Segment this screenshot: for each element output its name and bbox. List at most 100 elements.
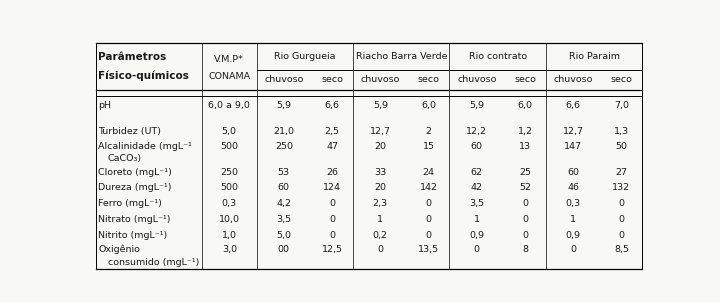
Text: Turbidez (UT): Turbidez (UT)	[99, 127, 161, 136]
Text: 12,2: 12,2	[467, 127, 487, 136]
Text: 5,9: 5,9	[469, 101, 485, 110]
Text: 13,5: 13,5	[418, 245, 439, 254]
Text: 33: 33	[374, 168, 387, 177]
Text: 0,3: 0,3	[222, 199, 237, 208]
Text: seco: seco	[611, 75, 632, 84]
Text: 5,9: 5,9	[276, 101, 292, 110]
Text: 20: 20	[374, 142, 387, 151]
Text: 6,6: 6,6	[325, 101, 340, 110]
Text: 1: 1	[474, 215, 480, 224]
Text: Oxigênio: Oxigênio	[99, 245, 140, 254]
Text: 1: 1	[570, 215, 576, 224]
Text: 53: 53	[278, 168, 290, 177]
Text: 2,3: 2,3	[373, 199, 388, 208]
Text: 3,0: 3,0	[222, 245, 237, 254]
Text: 0,2: 0,2	[373, 231, 388, 240]
Text: 6,0: 6,0	[518, 101, 533, 110]
Text: Nitrato (mgL⁻¹): Nitrato (mgL⁻¹)	[99, 215, 171, 224]
Text: 5,0: 5,0	[222, 127, 237, 136]
Text: 26: 26	[326, 168, 338, 177]
Text: 142: 142	[420, 183, 438, 192]
Text: 0: 0	[522, 199, 528, 208]
Text: chuvoso: chuvoso	[264, 75, 304, 84]
Text: Dureza (mgL⁻¹): Dureza (mgL⁻¹)	[99, 183, 172, 192]
Text: 0,9: 0,9	[566, 231, 581, 240]
Text: 7,0: 7,0	[614, 101, 629, 110]
Text: 500: 500	[220, 142, 238, 151]
Text: 500: 500	[220, 183, 238, 192]
Text: 1: 1	[377, 215, 383, 224]
Text: 0,9: 0,9	[469, 231, 485, 240]
Text: 0: 0	[522, 231, 528, 240]
Text: 0: 0	[570, 245, 576, 254]
Text: Ferro (mgL⁻¹): Ferro (mgL⁻¹)	[99, 199, 162, 208]
Text: 0: 0	[618, 215, 624, 224]
Text: 24: 24	[423, 168, 435, 177]
Text: 3,5: 3,5	[469, 199, 485, 208]
Text: 1,0: 1,0	[222, 231, 237, 240]
Text: 27: 27	[616, 168, 627, 177]
Text: 0: 0	[618, 199, 624, 208]
Text: 21,0: 21,0	[274, 127, 294, 136]
Text: 1,3: 1,3	[614, 127, 629, 136]
Text: 4,2: 4,2	[276, 199, 292, 208]
Text: 00: 00	[278, 245, 290, 254]
Text: 124: 124	[323, 183, 341, 192]
Text: 0: 0	[377, 245, 383, 254]
Text: 47: 47	[326, 142, 338, 151]
Text: 5,9: 5,9	[373, 101, 388, 110]
Text: Físico-químicos: Físico-químicos	[98, 71, 189, 81]
Text: 250: 250	[275, 142, 293, 151]
Text: 60: 60	[471, 142, 483, 151]
Text: chuvoso: chuvoso	[457, 75, 497, 84]
Text: CONAMA: CONAMA	[208, 72, 251, 82]
Text: seco: seco	[321, 75, 343, 84]
Text: 147: 147	[564, 142, 582, 151]
Text: Rio Gurgueia: Rio Gurgueia	[274, 52, 336, 61]
Text: Rio Paraim: Rio Paraim	[569, 52, 620, 61]
Text: 62: 62	[471, 168, 483, 177]
Text: 3,5: 3,5	[276, 215, 292, 224]
Text: Parâmetros: Parâmetros	[98, 52, 166, 62]
Text: 0: 0	[329, 231, 335, 240]
Text: 6,6: 6,6	[566, 101, 581, 110]
Text: 0: 0	[426, 215, 431, 224]
Text: 0,3: 0,3	[566, 199, 581, 208]
Text: 6,0 a 9,0: 6,0 a 9,0	[208, 101, 251, 110]
Text: 12,7: 12,7	[563, 127, 584, 136]
Text: 0: 0	[474, 245, 480, 254]
Text: 52: 52	[519, 183, 531, 192]
Text: Rio contrato: Rio contrato	[469, 52, 527, 61]
Text: 50: 50	[616, 142, 627, 151]
Text: 42: 42	[471, 183, 483, 192]
Text: 2,5: 2,5	[325, 127, 340, 136]
Text: seco: seco	[514, 75, 536, 84]
Text: 250: 250	[220, 168, 238, 177]
Text: 12,5: 12,5	[322, 245, 343, 254]
Text: consumido (mgL⁻¹): consumido (mgL⁻¹)	[108, 258, 199, 267]
Text: 12,7: 12,7	[370, 127, 391, 136]
Text: 10,0: 10,0	[219, 215, 240, 224]
Text: Nitrito (mgL⁻¹): Nitrito (mgL⁻¹)	[99, 231, 168, 240]
Text: 60: 60	[278, 183, 290, 192]
Text: chuvoso: chuvoso	[361, 75, 400, 84]
Text: 132: 132	[613, 183, 631, 192]
Text: 15: 15	[423, 142, 435, 151]
Text: 46: 46	[567, 183, 579, 192]
Text: 0: 0	[426, 199, 431, 208]
Text: Cloreto (mgL⁻¹): Cloreto (mgL⁻¹)	[99, 168, 172, 177]
Text: Riacho Barra Verde: Riacho Barra Verde	[356, 52, 447, 61]
Text: 25: 25	[519, 168, 531, 177]
Text: pH: pH	[99, 101, 112, 110]
Text: 1,2: 1,2	[518, 127, 533, 136]
Text: 0: 0	[329, 199, 335, 208]
Text: 8: 8	[522, 245, 528, 254]
Text: chuvoso: chuvoso	[554, 75, 593, 84]
Text: 0: 0	[522, 215, 528, 224]
Text: 2: 2	[426, 127, 431, 136]
Text: 8,5: 8,5	[614, 245, 629, 254]
Text: 6,0: 6,0	[421, 101, 436, 110]
Text: 5,0: 5,0	[276, 231, 292, 240]
Text: 0: 0	[329, 215, 335, 224]
Text: Alcalinidade (mgL⁻¹: Alcalinidade (mgL⁻¹	[99, 142, 192, 151]
